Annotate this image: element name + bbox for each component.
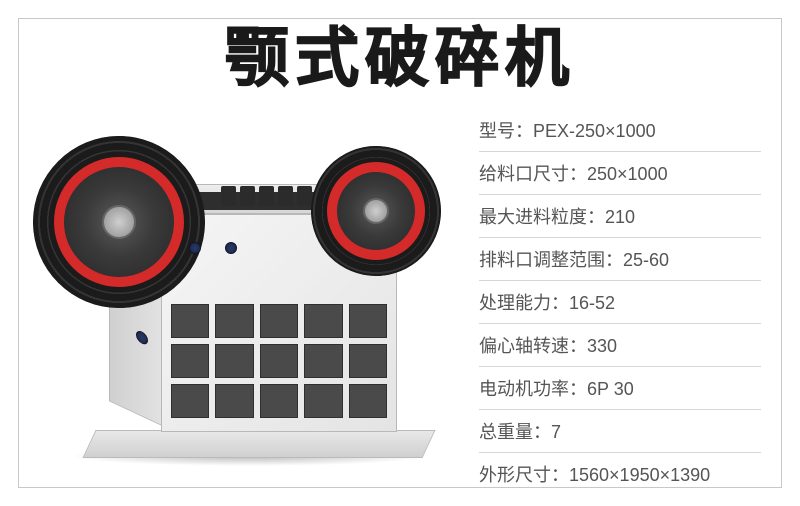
spec-label: 最大进料粒度 <box>479 207 587 227</box>
spec-row: 处理能力：16-52 <box>479 281 761 324</box>
rib-grid <box>171 304 387 418</box>
spec-card-frame: 颚式破碎机 <box>18 18 782 488</box>
jaw-crusher-icon <box>39 118 459 458</box>
spec-value: PEX-250×1000 <box>533 121 656 141</box>
spec-label: 处理能力 <box>479 293 551 313</box>
spec-value: 250×1000 <box>587 164 668 184</box>
spec-row: 型号：PEX-250×1000 <box>479 109 761 152</box>
spec-value: 25-60 <box>623 250 669 270</box>
spec-value: 6P 30 <box>587 379 634 399</box>
spec-row: 给料口尺寸：250×1000 <box>479 152 761 195</box>
flywheel-left-icon <box>33 136 205 308</box>
spec-row: 电动机功率：6P 30 <box>479 367 761 410</box>
spec-row: 外形尺寸：1560×1950×1390 <box>479 453 761 495</box>
spec-label: 偏心轴转速 <box>479 336 569 356</box>
spec-value: 16-52 <box>569 293 615 313</box>
spec-row: 总重量：7 <box>479 410 761 453</box>
spec-row: 偏心轴转速：330 <box>479 324 761 367</box>
bolt-icon <box>225 242 237 254</box>
spec-label: 排料口调整范围 <box>479 250 605 270</box>
spec-value: 210 <box>605 207 635 227</box>
spec-label: 总重量 <box>479 422 533 442</box>
spec-value: 330 <box>587 336 617 356</box>
spec-value: 1560×1950×1390 <box>569 465 710 485</box>
spec-list: 型号：PEX-250×1000 给料口尺寸：250×1000 最大进料粒度：21… <box>479 81 761 495</box>
bolt-icon <box>136 329 148 347</box>
base-plate <box>82 430 435 458</box>
spec-row: 排料口调整范围：25-60 <box>479 238 761 281</box>
flywheel-right-icon <box>311 146 441 276</box>
bolt-icon <box>189 242 201 254</box>
spec-label: 型号 <box>479 121 515 141</box>
spec-row: 最大进料粒度：210 <box>479 195 761 238</box>
spec-label: 外形尺寸 <box>479 465 551 485</box>
flywheel-hub <box>363 198 389 224</box>
product-illustration <box>39 81 459 495</box>
content-row: 型号：PEX-250×1000 给料口尺寸：250×1000 最大进料粒度：21… <box>39 81 761 495</box>
spec-value: 7 <box>551 422 561 442</box>
spec-label: 给料口尺寸 <box>479 164 569 184</box>
spec-label: 电动机功率 <box>479 379 569 399</box>
